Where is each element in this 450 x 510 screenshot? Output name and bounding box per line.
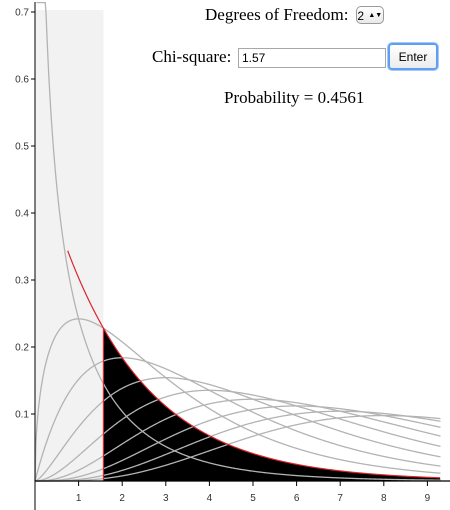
controls-panel: Degrees of Freedom: 2 ▲▼ Chi-square: Ent… <box>150 0 450 115</box>
x-tick-label: 2 <box>119 493 125 504</box>
right-tail-region <box>103 328 441 481</box>
curve-df-4 <box>34 357 441 482</box>
y-tick-label: 0.2 <box>15 343 29 354</box>
y-tick-label: 0.3 <box>15 276 29 287</box>
x-tick-label: 4 <box>207 493 213 504</box>
stepper-arrows-icon: ▲▼ <box>368 12 383 20</box>
curve-df-5 <box>34 377 441 482</box>
selected-curve-df-2 <box>67 250 441 479</box>
dof-select[interactable]: 2 ▲▼ <box>355 5 384 24</box>
probability-readout: Probability = 0.4561 <box>224 88 365 107</box>
y-tick-label: 0.6 <box>15 75 29 86</box>
x-tick-label: 9 <box>425 493 431 504</box>
y-tick-label: 0.1 <box>15 410 29 421</box>
x-tick-label: 5 <box>250 493 256 504</box>
dof-row: Degrees of Freedom: 2 ▲▼ <box>205 4 384 26</box>
curve-df-7 <box>35 398 441 482</box>
dof-label: Degrees of Freedom: <box>205 5 349 24</box>
dof-value: 2 <box>357 8 364 23</box>
x-tick-label: 6 <box>294 493 300 504</box>
curve-df-8 <box>35 405 441 482</box>
curve-df-9 <box>35 410 441 482</box>
x-tick-label: 3 <box>163 493 169 504</box>
y-tick-label: 0.7 <box>15 8 29 19</box>
chi-square-label: Chi-square: <box>152 47 232 66</box>
x-tick-label: 1 <box>76 493 82 504</box>
curve-df-10 <box>35 414 441 482</box>
left-shaded-region <box>35 10 104 481</box>
y-tick-label: 0.5 <box>15 142 29 153</box>
x-tick-label: 8 <box>381 493 387 504</box>
y-tick-label: 0.4 <box>15 209 29 220</box>
enter-button[interactable]: Enter <box>388 43 438 70</box>
curve-df-6 <box>34 389 441 482</box>
chi-square-input[interactable] <box>238 48 386 68</box>
x-tick-label: 7 <box>337 493 343 504</box>
